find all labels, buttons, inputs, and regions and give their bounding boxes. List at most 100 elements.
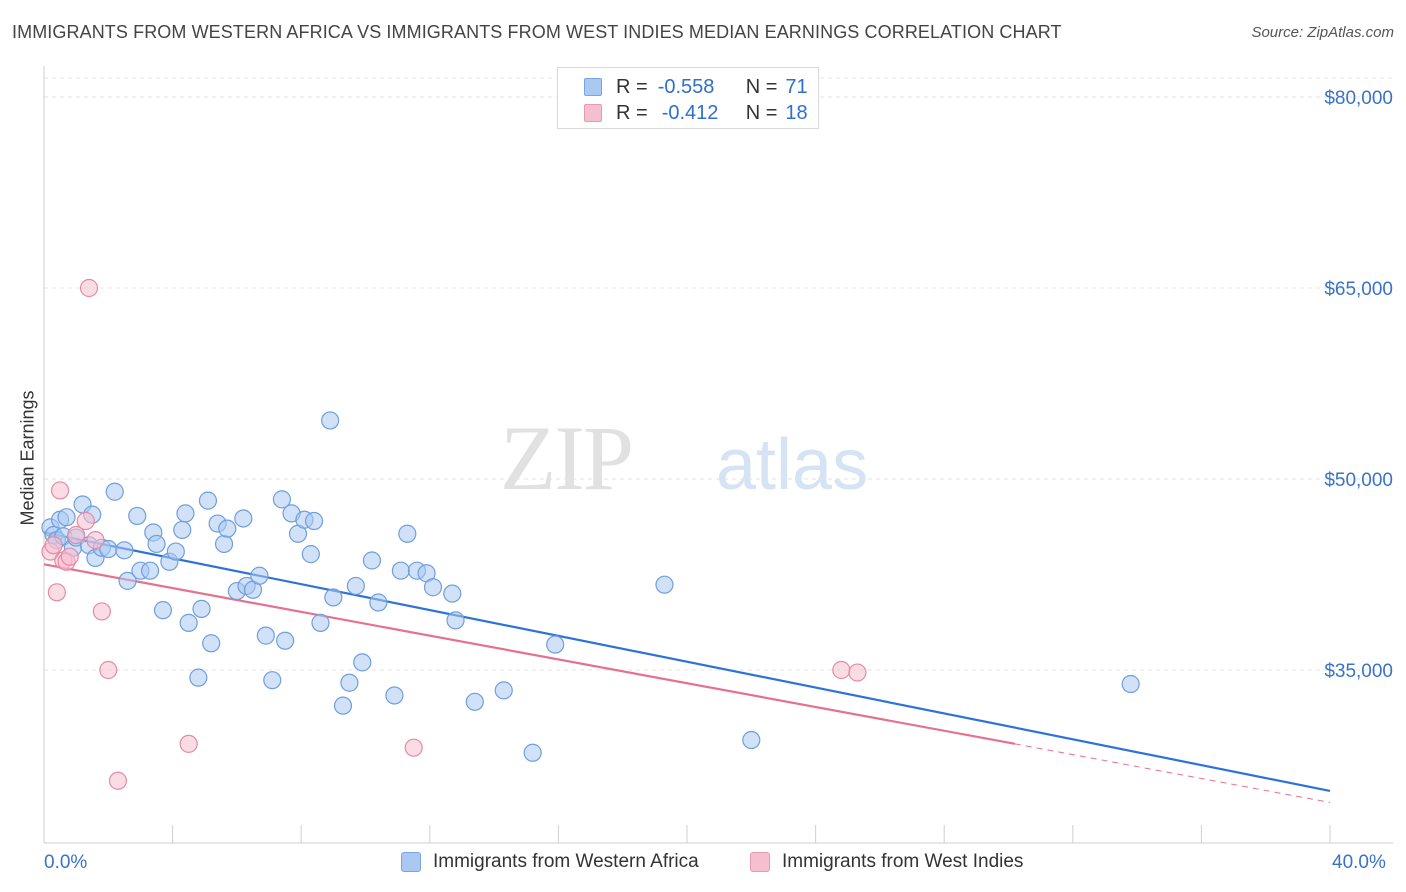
trend-line-western-africa [43,531,1331,793]
y-tick-label: $50,000 [1324,470,1393,491]
watermark-zip: ZIP [500,407,632,509]
source-label: Source: ZipAtlas.com [1251,24,1394,41]
point-western-africa [263,671,282,690]
point-western-africa [166,542,185,561]
point-western-africa [304,511,324,531]
point-west-indies [848,663,867,682]
point-western-africa [391,561,410,580]
point-western-africa [250,566,269,585]
y-tick-label: $80,000 [1324,88,1393,109]
y-axis-title: Median Earnings [17,390,38,526]
point-west-indies [47,583,66,602]
point-western-africa [353,653,372,672]
point-western-africa [398,524,417,543]
point-western-africa [742,730,761,750]
bottom-legend-west-indies: Immigrants from West Indies [750,851,1023,873]
point-western-africa [324,588,343,607]
point-west-indies [86,531,105,550]
point-western-africa [494,681,513,700]
point-western-africa [179,613,198,632]
bottom-legend-western-africa: Immigrants from Western Africa [401,851,699,873]
point-western-africa [189,668,208,687]
point-west-indies [832,660,851,680]
chart-title: IMMIGRANTS FROM WESTERN AFRICA VS IMMIGR… [12,22,1062,42]
legend-r-label: R = [616,75,648,98]
legend-swatch-pink [584,104,602,122]
trend-line-west-indies [43,563,1016,745]
point-western-africa [272,490,292,509]
point-western-africa [523,743,542,762]
watermark: ZIP atlas [500,407,868,509]
trend-line-west-indies-extension [1014,743,1331,803]
point-western-africa [118,571,137,590]
point-western-africa [147,534,166,554]
point-west-indies [92,602,111,621]
point-western-africa [234,509,253,528]
legend-r-value: -0.412 [661,101,719,124]
point-west-indies [404,738,423,757]
point-western-africa [176,504,195,523]
axes [43,66,1393,844]
legend-n-value: 71 [785,75,808,98]
y-tick-labels: $80,000 $65,000 $50,000 $35,000 [1324,88,1393,682]
point-western-africa [1121,674,1140,694]
bottom-legend-swatch-blue [401,852,421,872]
point-west-indies [108,771,128,790]
legend-n-label: N = [745,75,778,98]
correlation-legend: R = -0.558 N = 71 R = -0.412 N = 18 [557,67,819,129]
point-western-africa [276,631,295,650]
data-points [41,278,1140,790]
point-western-africa [128,506,147,526]
point-western-africa [105,482,124,501]
point-west-indies [79,278,99,298]
point-western-africa [214,534,234,554]
y-tick-label: $35,000 [1324,661,1393,682]
point-western-africa [140,561,160,580]
point-western-africa [153,601,173,620]
legend-n-value: 18 [785,101,808,124]
point-western-africa [173,520,192,540]
point-western-africa [321,411,340,430]
point-west-indies [50,481,70,500]
point-western-africa [346,576,365,596]
point-western-africa [423,578,443,597]
x-axis-min-label: 0.0% [44,852,88,873]
watermark-atlas: atlas [716,425,868,505]
point-west-indies [67,525,86,545]
point-western-africa [446,611,465,630]
point-western-africa [340,673,359,692]
trend-lines [43,531,1331,803]
legend-n-label: N = [745,101,778,124]
point-western-africa [385,686,404,705]
legend-r-label: R = [616,101,648,124]
point-western-africa [443,584,462,603]
point-west-indies [60,547,79,566]
point-western-africa [115,541,134,560]
point-west-indies [99,660,118,680]
legend-r-value: -0.558 [657,75,715,98]
point-west-indies [44,536,63,555]
point-western-africa [218,519,237,538]
point-western-africa [369,593,388,612]
point-western-africa [655,575,674,594]
bottom-legend-label: Immigrants from West Indies [782,851,1024,872]
point-west-indies [76,511,95,531]
point-western-africa [311,613,330,632]
point-western-africa [546,635,565,654]
point-western-africa [57,508,76,527]
legend-swatch-blue [584,78,602,96]
bottom-legend-label: Immigrants from Western Africa [433,851,699,872]
bottom-legend-swatch-pink [750,852,770,872]
point-western-africa [198,491,218,510]
point-western-africa [256,626,275,645]
legend-row-western-africa: R = -0.558 N = 71 [584,74,808,100]
x-axis-max-label: 40.0% [1332,852,1386,873]
point-western-africa [333,696,353,715]
point-western-africa [465,692,484,711]
point-western-africa [301,545,320,564]
legend-row-west-indies: R = -0.412 N = 18 [584,100,808,126]
point-western-africa [202,634,221,653]
point-western-africa [362,551,382,570]
y-tick-label: $65,000 [1324,279,1393,300]
